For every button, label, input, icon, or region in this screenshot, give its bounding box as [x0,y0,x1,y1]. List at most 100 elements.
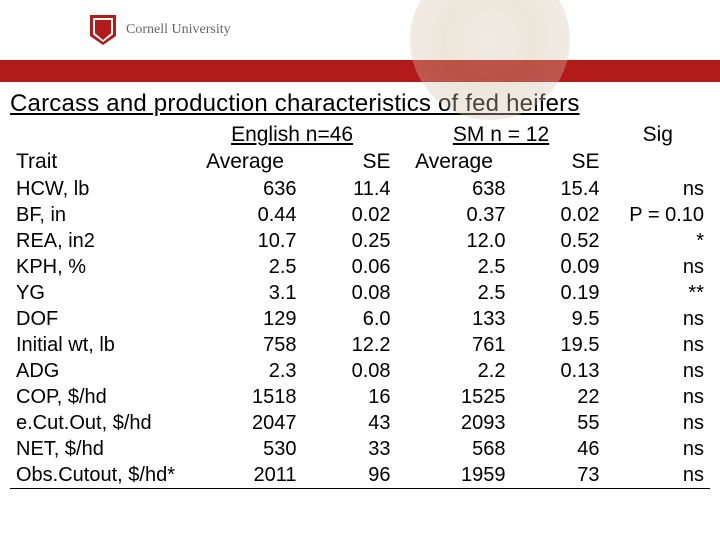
cell-trait: COP, $/hd [10,384,188,410]
cell-eng-se: 16 [303,384,397,410]
cell-eng-avg: 2.5 [188,254,303,280]
cell-eng-avg: 636 [188,176,303,202]
cell-eng-se: 6.0 [303,306,397,332]
cell-eng-se: 0.08 [303,358,397,384]
cell-sm-se: 0.13 [511,358,605,384]
cell-eng-avg: 3.1 [188,280,303,306]
table-row: Initial wt, lb75812.276119.5ns [10,332,710,358]
cell-sm-se: 22 [511,384,605,410]
group-header-row: English n=46 SM n = 12 Sig [10,121,710,148]
col-sm-avg: Average [397,148,512,175]
table-row: Obs.Cutout, $/hd*201196195973ns [10,462,710,489]
cell-sm-avg: 2093 [397,410,512,436]
table-row: COP, $/hd151816152522ns [10,384,710,410]
group-sig: Sig [605,121,710,148]
cell-sm-avg: 761 [397,332,512,358]
cell-sm-se: 55 [511,410,605,436]
col-trait: Trait [10,148,188,175]
cell-sm-avg: 1525 [397,384,512,410]
cell-sm-avg: 2.5 [397,280,512,306]
cornell-logo: Cornell University [90,15,231,45]
cell-eng-avg: 0.44 [188,202,303,228]
cell-eng-se: 0.02 [303,202,397,228]
table-row: ADG2.30.082.20.13ns [10,358,710,384]
cell-sig: ns [605,332,710,358]
cell-sig: ** [605,280,710,306]
cell-eng-avg: 1518 [188,384,303,410]
cell-eng-avg: 758 [188,332,303,358]
red-band [0,60,720,82]
cell-sm-se: 0.19 [511,280,605,306]
cell-trait: BF, in [10,202,188,228]
university-name: Cornell University [126,22,231,38]
cell-sig: ns [605,410,710,436]
col-eng-avg: Average [188,148,303,175]
cell-sig: ns [605,436,710,462]
cell-sm-se: 46 [511,436,605,462]
cell-eng-se: 12.2 [303,332,397,358]
cell-trait: HCW, lb [10,176,188,202]
cell-sig: ns [605,384,710,410]
cell-sm-se: 15.4 [511,176,605,202]
cell-eng-se: 0.08 [303,280,397,306]
cell-eng-avg: 530 [188,436,303,462]
cell-trait: Obs.Cutout, $/hd* [10,462,188,489]
cell-eng-avg: 2047 [188,410,303,436]
cell-eng-se: 0.06 [303,254,397,280]
cell-eng-avg: 10.7 [188,228,303,254]
cell-sm-avg: 568 [397,436,512,462]
cell-sm-avg: 638 [397,176,512,202]
cell-trait: e.Cut.Out, $/hd [10,410,188,436]
cell-sm-se: 0.52 [511,228,605,254]
cell-sm-se: 0.09 [511,254,605,280]
cell-eng-se: 0.25 [303,228,397,254]
cell-trait: NET, $/hd [10,436,188,462]
table-row: BF, in0.440.020.370.02P = 0.10 [10,202,710,228]
table-row: YG3.10.082.50.19** [10,280,710,306]
cell-eng-se: 33 [303,436,397,462]
table-row: DOF1296.01339.5ns [10,306,710,332]
cell-sig: ns [605,176,710,202]
cell-sig: P = 0.10 [605,202,710,228]
cell-sig: ns [605,462,710,489]
cell-eng-avg: 2011 [188,462,303,489]
cell-trait: DOF [10,306,188,332]
cell-trait: Initial wt, lb [10,332,188,358]
cell-sm-se: 9.5 [511,306,605,332]
cell-sm-avg: 12.0 [397,228,512,254]
cell-trait: REA, in2 [10,228,188,254]
cell-trait: KPH, % [10,254,188,280]
col-eng-se: SE [303,148,397,175]
cell-sig: * [605,228,710,254]
cell-sm-avg: 2.2 [397,358,512,384]
cell-sm-avg: 0.37 [397,202,512,228]
table-row: REA, in210.70.2512.00.52* [10,228,710,254]
table-row: NET, $/hd5303356846ns [10,436,710,462]
slide-content: Carcass and production characteristics o… [0,82,720,489]
group-english: English n=46 [188,121,397,148]
cell-eng-se: 11.4 [303,176,397,202]
table-row: e.Cut.Out, $/hd204743209355ns [10,410,710,436]
cell-eng-avg: 129 [188,306,303,332]
cornell-shield-icon [90,15,116,45]
cell-eng-se: 43 [303,410,397,436]
cell-sig: ns [605,306,710,332]
data-table: English n=46 SM n = 12 Sig Trait Average… [10,121,710,489]
cell-sm-avg: 133 [397,306,512,332]
cell-trait: YG [10,280,188,306]
cell-sig: ns [605,358,710,384]
slide-title: Carcass and production characteristics o… [10,88,710,119]
cell-sig: ns [605,254,710,280]
group-sm: SM n = 12 [397,121,606,148]
cell-eng-se: 96 [303,462,397,489]
cell-sm-se: 19.5 [511,332,605,358]
col-sm-se: SE [511,148,605,175]
table-row: KPH, %2.50.062.50.09ns [10,254,710,280]
cell-sm-se: 73 [511,462,605,489]
cell-eng-avg: 2.3 [188,358,303,384]
header-bar: Cornell University [0,0,720,60]
column-header-row: Trait Average SE Average SE [10,148,710,175]
cell-sm-avg: 1959 [397,462,512,489]
cell-trait: ADG [10,358,188,384]
cell-sm-avg: 2.5 [397,254,512,280]
